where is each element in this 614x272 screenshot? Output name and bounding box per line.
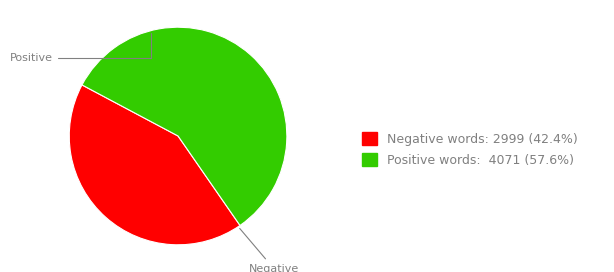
- Wedge shape: [69, 85, 240, 245]
- Text: Positive: Positive: [9, 33, 151, 63]
- Legend: Negative words: 2999 (42.4%), Positive words:  4071 (57.6%): Negative words: 2999 (42.4%), Positive w…: [362, 132, 578, 167]
- Wedge shape: [82, 27, 287, 225]
- Text: Negative: Negative: [239, 228, 299, 272]
